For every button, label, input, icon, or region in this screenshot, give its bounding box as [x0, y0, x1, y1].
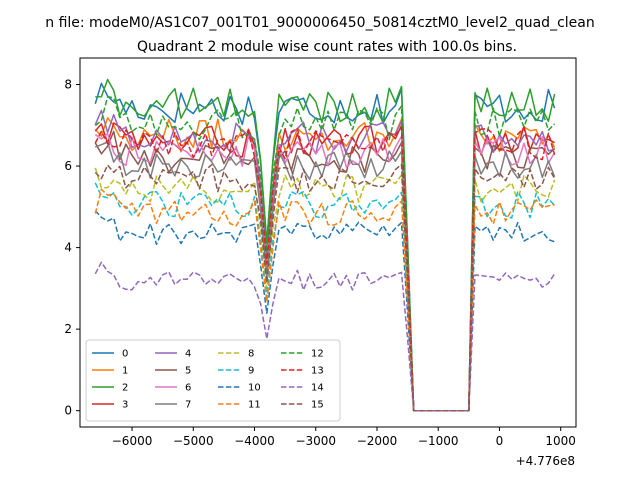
- series-line-12: [94, 96, 556, 412]
- x-tick-label: 0: [496, 434, 504, 448]
- x-offset-label: +4.776e8: [516, 454, 575, 468]
- legend-label-3: 3: [122, 400, 128, 411]
- series-line-14: [94, 261, 556, 412]
- x-axis: −6000 −5000 −4000 −3000 −2000 −1000 0 1000: [112, 427, 576, 448]
- legend-label-6: 6: [185, 383, 191, 394]
- legend-label-10: 10: [248, 383, 261, 394]
- x-tick-label: −1000: [418, 434, 459, 448]
- series-line-13: [94, 126, 556, 412]
- y-tick-label: 0: [64, 404, 72, 418]
- legend-label-2: 2: [122, 383, 128, 394]
- x-tick-label: −6000: [112, 434, 153, 448]
- x-tick-label: −5000: [173, 434, 214, 448]
- legend-label-8: 8: [248, 349, 254, 360]
- legend-label-11: 11: [248, 400, 261, 411]
- plot-frame: [79, 57, 577, 428]
- x-tick-label: −2000: [357, 434, 398, 448]
- legend-label-1: 1: [122, 366, 128, 377]
- legend-label-12: 12: [311, 349, 324, 360]
- legend-label-7: 7: [185, 400, 191, 411]
- x-tick-label: −3000: [295, 434, 336, 448]
- legend-label-4: 4: [185, 349, 191, 360]
- chart-title: Quadrant 2 module wise count rates with …: [137, 39, 517, 55]
- y-tick-label: 4: [64, 241, 72, 255]
- legend-label-15: 15: [311, 400, 324, 411]
- x-tick-label: −4000: [234, 434, 275, 448]
- legend-label-9: 9: [248, 366, 254, 377]
- series-line-4: [94, 109, 555, 412]
- y-tick-label: 8: [64, 78, 72, 92]
- chart-suptitle: n file: modeM0/AS1C07_001T01_9000006450_…: [45, 15, 594, 31]
- legend-frame: [85, 339, 341, 422]
- series-line-8: [94, 167, 556, 412]
- series-line-11: [94, 188, 555, 412]
- legend-label-5: 5: [185, 366, 191, 377]
- x-tick-label: 1000: [545, 434, 576, 448]
- series-line-0: [94, 82, 556, 412]
- series-line-9: [94, 182, 556, 412]
- legend-label-13: 13: [311, 366, 324, 377]
- series-line-10: [94, 210, 555, 412]
- series-layer: [94, 78, 556, 412]
- series-line-2: [95, 78, 556, 412]
- y-tick-label: 2: [64, 322, 72, 336]
- series-line-15: [94, 163, 556, 412]
- legend-label-0: 0: [122, 349, 128, 360]
- legend-label-14: 14: [311, 383, 324, 394]
- series-line-7: [95, 141, 556, 412]
- y-axis: 0 2 4 6 8: [64, 78, 80, 418]
- y-tick-label: 6: [64, 159, 72, 173]
